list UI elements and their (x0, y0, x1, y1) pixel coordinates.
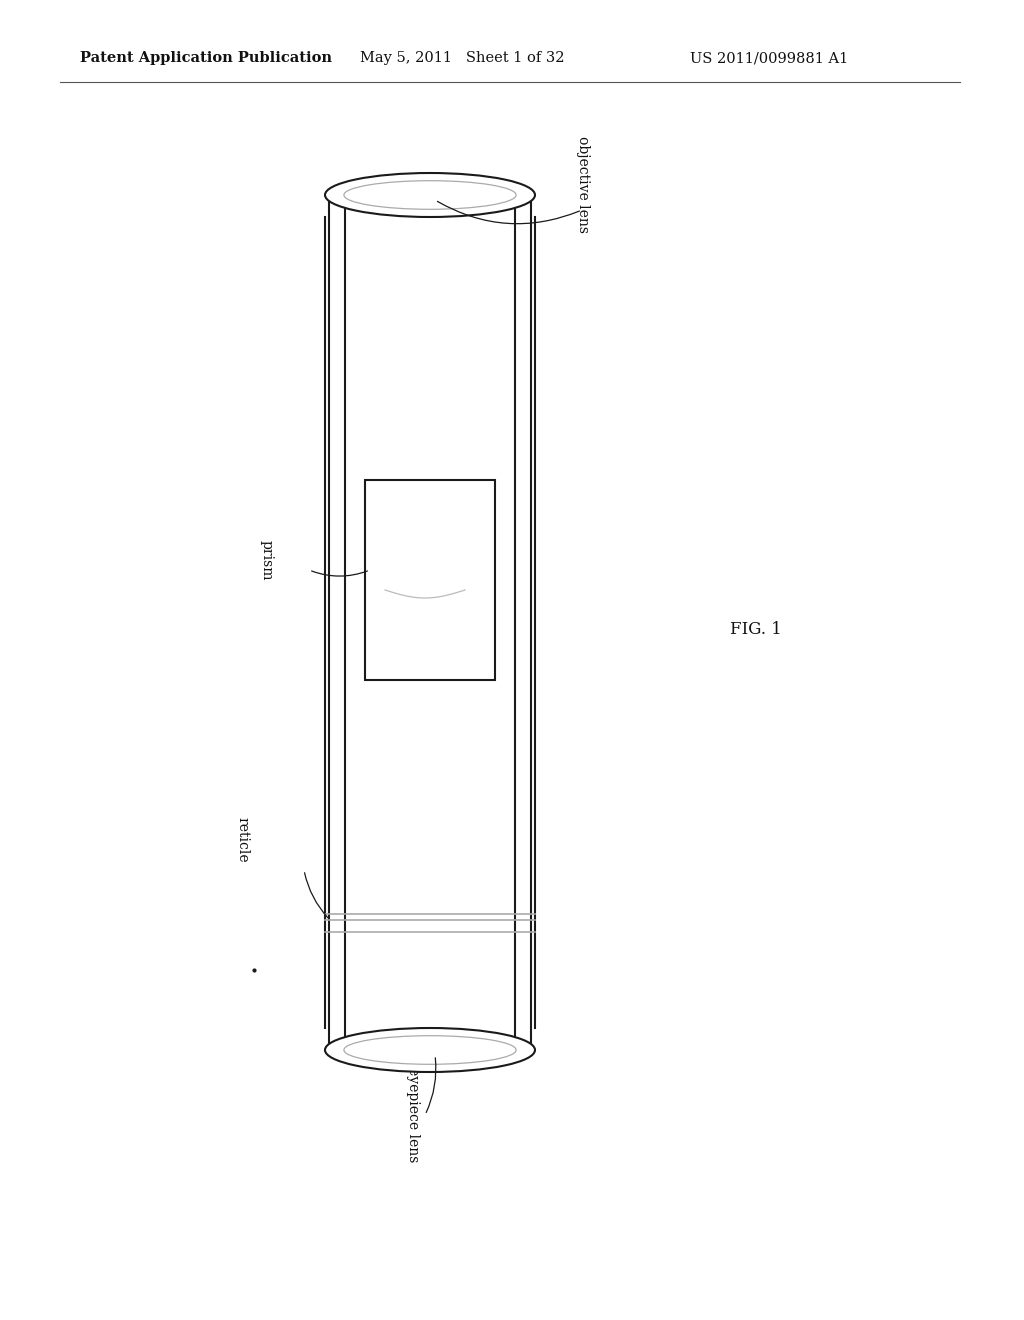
Ellipse shape (325, 1028, 535, 1072)
Text: Patent Application Publication: Patent Application Publication (80, 51, 332, 65)
Bar (329, 195, 345, 1049)
Bar (365, 480, 495, 680)
Ellipse shape (325, 173, 535, 216)
Text: reticle: reticle (234, 817, 249, 863)
Text: objective lens: objective lens (575, 136, 590, 234)
Bar (515, 195, 531, 1049)
Text: May 5, 2011   Sheet 1 of 32: May 5, 2011 Sheet 1 of 32 (360, 51, 564, 65)
Text: eyepiece lens: eyepiece lens (406, 1068, 420, 1163)
Text: FIG. 1: FIG. 1 (730, 622, 782, 639)
Text: US 2011/0099881 A1: US 2011/0099881 A1 (690, 51, 848, 65)
Text: prism: prism (260, 540, 274, 581)
